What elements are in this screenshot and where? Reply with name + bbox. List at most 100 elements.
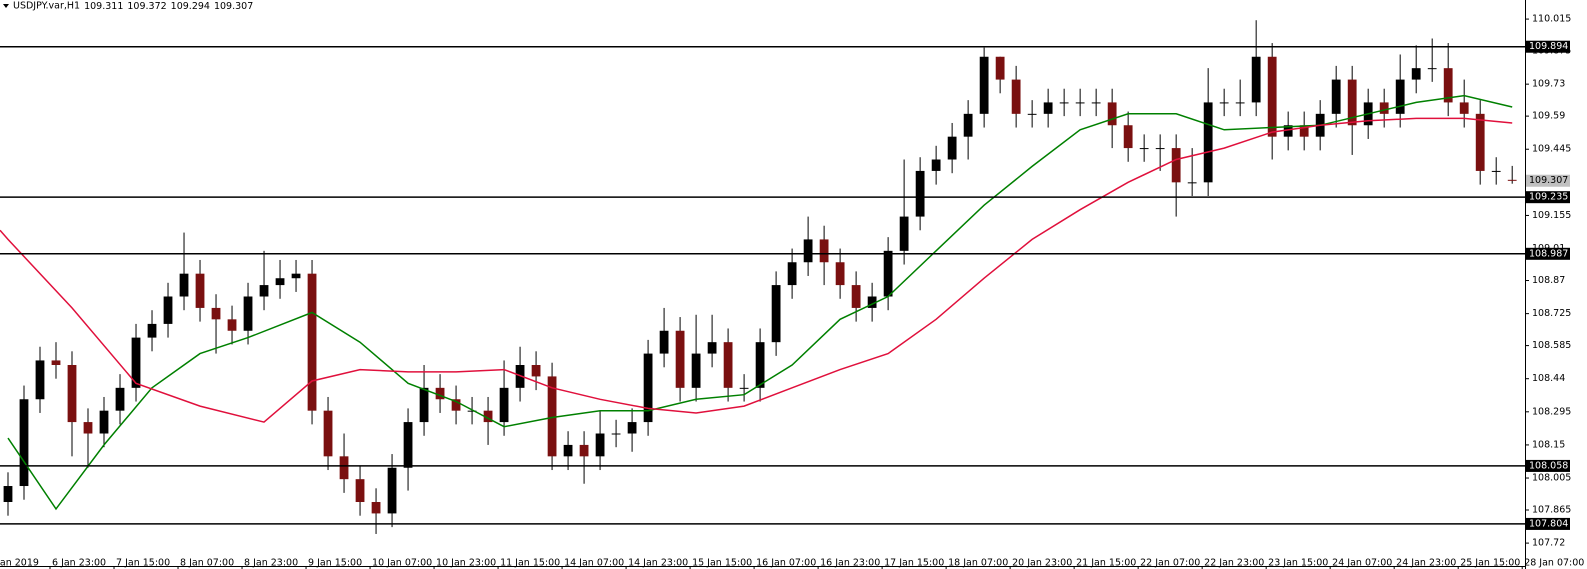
candle-body xyxy=(1171,148,1181,183)
candle-body xyxy=(595,433,605,457)
y-tick-label: 109.59 xyxy=(1532,111,1565,122)
candle-body xyxy=(1059,102,1069,104)
candle-body xyxy=(835,262,845,286)
candle-body xyxy=(195,273,205,308)
candle-body xyxy=(467,410,477,412)
x-tick-label: 14 Jan 23:00 xyxy=(628,558,688,569)
y-tick-label: 109.73 xyxy=(1532,79,1565,90)
x-tick-label: 17 Jan 15:00 xyxy=(884,558,944,569)
candle-body xyxy=(1475,113,1485,171)
y-tick-label: 109.445 xyxy=(1532,144,1571,155)
level-label-box xyxy=(1526,191,1570,204)
title-open: 109.311 xyxy=(84,1,123,12)
candle-body xyxy=(499,387,509,423)
title-high: 109.372 xyxy=(127,1,166,12)
candle-body xyxy=(1251,56,1261,103)
candle-body xyxy=(323,410,333,457)
candle-body xyxy=(947,136,957,160)
x-tick-label: 14 Jan 07:00 xyxy=(564,558,624,569)
x-tick-label: 8 Jan 23:00 xyxy=(244,558,298,569)
candle-body xyxy=(1043,102,1053,114)
candle-body xyxy=(451,399,461,411)
candle-body xyxy=(291,273,301,279)
price-label-box xyxy=(1526,174,1570,187)
candle-body xyxy=(1123,125,1133,149)
candle-body xyxy=(131,337,141,388)
candle-body xyxy=(419,387,429,423)
moving-average xyxy=(0,117,1513,423)
moving-average xyxy=(7,94,1513,511)
candle-body xyxy=(1299,125,1309,137)
candle-body xyxy=(1075,102,1085,104)
x-tick-label: 21 Jan 15:00 xyxy=(1076,558,1136,569)
candle-body xyxy=(211,307,221,320)
x-tick-label: 18 Jan 07:00 xyxy=(948,558,1008,569)
candle-body xyxy=(675,330,685,388)
candle-body xyxy=(531,365,541,377)
candle-body xyxy=(995,56,1005,80)
candle-body xyxy=(771,285,781,343)
level-label-box xyxy=(1526,517,1570,530)
candle-body xyxy=(851,285,861,308)
collapse-icon[interactable] xyxy=(3,4,9,8)
candle-body xyxy=(259,285,269,297)
y-tick-label: 108.725 xyxy=(1532,308,1571,319)
y-tick-label: 107.72 xyxy=(1532,538,1565,549)
y-tick-label: 109.155 xyxy=(1532,210,1571,221)
candle-body xyxy=(899,216,909,251)
x-tick-label: 16 Jan 23:00 xyxy=(820,558,880,569)
candle-body xyxy=(163,296,173,324)
price-label: 109.307 xyxy=(1529,175,1568,186)
candle-body xyxy=(1347,79,1357,126)
candle-body xyxy=(611,433,621,435)
title-low: 109.294 xyxy=(171,1,210,12)
candle-body xyxy=(1107,102,1117,126)
candle-body xyxy=(579,444,589,457)
candle-body xyxy=(931,159,941,171)
candle-body xyxy=(67,365,77,423)
candle-body xyxy=(1011,79,1021,114)
x-tick-label: 20 Jan 23:00 xyxy=(1012,558,1072,569)
x-tick-label: 8 Jan 07:00 xyxy=(180,558,234,569)
candle-body xyxy=(35,360,45,400)
candle-body xyxy=(643,353,653,423)
candle-body xyxy=(915,170,925,217)
candle-body xyxy=(867,296,877,308)
candle-body xyxy=(563,444,573,457)
x-tick-label: 25 Jan 15:00 xyxy=(1460,558,1520,569)
candle-body xyxy=(1155,148,1165,150)
candle-body xyxy=(371,502,381,514)
level-label: 108.987 xyxy=(1529,248,1568,259)
candle-body xyxy=(387,467,397,514)
y-tick-label: 108.585 xyxy=(1532,340,1571,351)
candle-body xyxy=(51,360,61,366)
level-label-box xyxy=(1526,459,1570,472)
candle-body xyxy=(115,387,125,411)
candle-body xyxy=(339,456,349,480)
candle-body xyxy=(627,422,637,434)
candle-body xyxy=(819,239,829,263)
candle-body xyxy=(1379,102,1389,114)
title-close: 109.307 xyxy=(214,1,253,12)
y-tick-label: 108.005 xyxy=(1532,473,1571,484)
candle-body xyxy=(147,323,157,338)
candle-body xyxy=(803,239,813,263)
candle-body xyxy=(19,399,29,487)
candle-body xyxy=(483,410,493,423)
x-tick-label: 22 Jan 07:00 xyxy=(1140,558,1200,569)
x-tick-label: 9 Jan 15:00 xyxy=(308,558,362,569)
candle-body xyxy=(1219,102,1229,104)
x-tick-label: 10 Jan 23:00 xyxy=(436,558,496,569)
candle-body xyxy=(963,113,973,137)
level-label: 108.058 xyxy=(1529,460,1568,471)
candle-body xyxy=(179,273,189,297)
plot-area xyxy=(0,20,1517,534)
candle-body xyxy=(3,486,13,503)
candle-body xyxy=(1267,56,1277,137)
candle-body xyxy=(1187,182,1197,184)
candle-body xyxy=(1443,68,1453,103)
candle-body xyxy=(883,250,893,297)
candle-body xyxy=(435,387,445,400)
candle-body xyxy=(1283,125,1293,137)
